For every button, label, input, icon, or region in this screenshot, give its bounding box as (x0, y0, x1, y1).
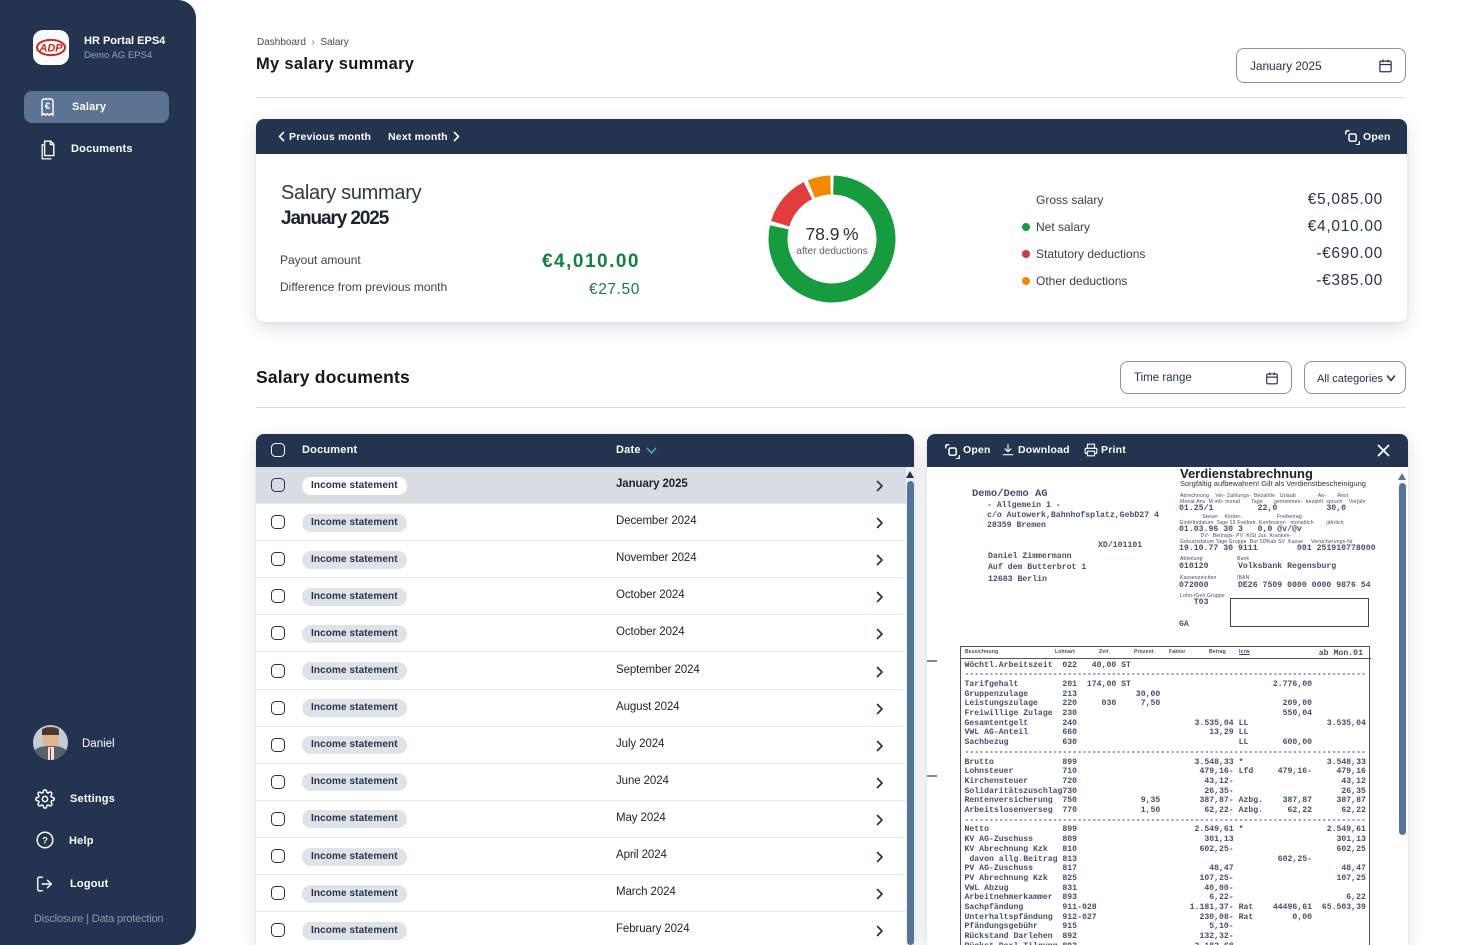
svg-text:ADP: ADP (38, 43, 63, 55)
svg-text:€: € (45, 101, 51, 112)
svg-text:?: ? (42, 835, 48, 846)
